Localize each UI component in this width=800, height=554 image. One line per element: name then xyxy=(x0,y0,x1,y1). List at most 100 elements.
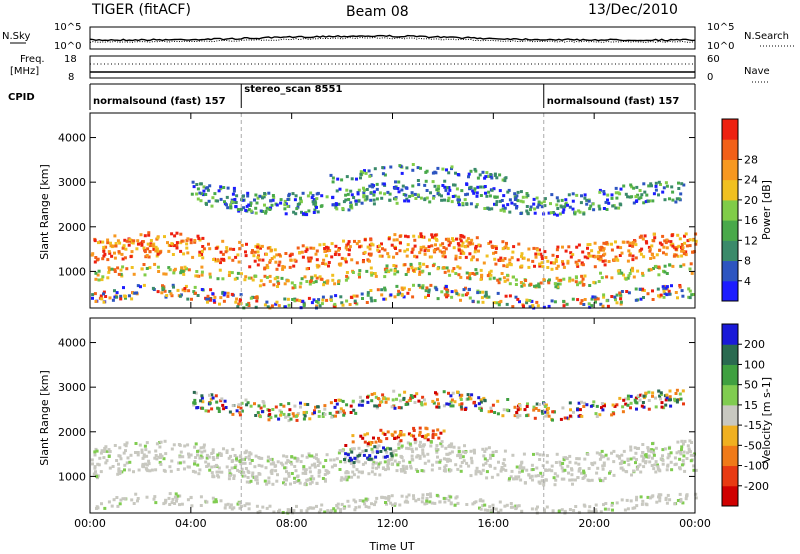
range-cell xyxy=(478,290,482,294)
range-cell xyxy=(635,467,639,471)
range-cell xyxy=(539,281,543,285)
range-cell xyxy=(381,247,384,251)
range-cell xyxy=(594,510,598,514)
range-cell xyxy=(480,296,484,300)
range-cell xyxy=(403,470,407,474)
range-cell xyxy=(345,274,349,278)
range-cell xyxy=(405,166,409,170)
range-cell xyxy=(418,265,422,269)
range-cell xyxy=(210,393,214,397)
range-cell xyxy=(169,469,173,473)
range-cell xyxy=(223,200,226,204)
range-cell xyxy=(234,255,238,259)
range-cell xyxy=(562,458,566,462)
range-cell xyxy=(335,457,339,461)
range-cell xyxy=(425,499,429,503)
range-cell xyxy=(249,452,253,456)
range-cell xyxy=(296,202,300,206)
range-cell xyxy=(482,463,485,467)
range-cell xyxy=(453,503,457,507)
range-cell xyxy=(259,406,263,410)
range-cell xyxy=(175,246,179,250)
range-cell xyxy=(399,430,402,434)
range-cell xyxy=(405,465,409,469)
range-cell xyxy=(447,468,451,472)
range-cell xyxy=(243,278,247,282)
range-cell xyxy=(434,171,438,175)
range-cell xyxy=(202,185,206,189)
range-cell xyxy=(500,466,504,469)
range-cell xyxy=(499,208,503,212)
range-cell xyxy=(186,237,190,241)
range-cell xyxy=(367,169,371,173)
range-cell xyxy=(663,239,667,243)
range-cell xyxy=(442,429,446,433)
range-cell xyxy=(665,501,669,505)
range-cell xyxy=(108,466,112,470)
range-cell xyxy=(282,481,285,485)
range-cell xyxy=(439,243,443,247)
range-cell xyxy=(422,469,426,473)
range-cell xyxy=(254,414,258,417)
range-cell xyxy=(497,303,501,307)
range-cell xyxy=(548,278,551,282)
range-cell xyxy=(562,208,566,212)
range-cell xyxy=(679,452,683,456)
range-cell xyxy=(172,244,176,248)
range-cell xyxy=(211,474,215,478)
range-cell xyxy=(497,460,500,464)
range-cell xyxy=(359,434,363,438)
range-cell xyxy=(309,280,312,284)
range-cell xyxy=(499,256,503,260)
range-cell xyxy=(193,445,197,449)
range-cell xyxy=(444,285,448,288)
range-cell xyxy=(129,453,133,457)
range-cell xyxy=(383,432,387,436)
range-cell xyxy=(409,464,413,468)
range-cell xyxy=(352,473,356,477)
range-cell xyxy=(301,244,305,248)
range-cell xyxy=(522,283,526,287)
power-plot-frame xyxy=(89,112,696,309)
range-cell xyxy=(679,192,683,196)
range-cell xyxy=(206,294,210,298)
range-cell xyxy=(268,260,272,264)
range-cell xyxy=(352,463,356,467)
range-cell xyxy=(186,465,190,469)
range-cell xyxy=(577,209,581,213)
range-cell xyxy=(394,264,398,268)
range-cell xyxy=(354,202,358,206)
range-cell xyxy=(401,459,405,463)
range-cell xyxy=(322,258,326,262)
range-cell xyxy=(352,461,356,464)
range-cell xyxy=(360,471,364,475)
range-cell xyxy=(353,456,357,460)
range-cell xyxy=(193,240,197,244)
range-cell xyxy=(341,449,345,453)
range-cell xyxy=(260,410,264,414)
range-cell xyxy=(448,241,452,245)
range-cell xyxy=(104,445,108,449)
range-cell xyxy=(321,298,325,302)
range-cell xyxy=(240,243,244,247)
range-cell xyxy=(438,249,442,253)
range-cell xyxy=(459,453,463,457)
colorbar-segment xyxy=(722,240,738,262)
range-cell xyxy=(602,461,606,465)
range-cell xyxy=(667,446,671,450)
range-cell xyxy=(565,457,569,461)
range-cell xyxy=(389,165,393,169)
colorbar-segment xyxy=(722,364,738,386)
cpid-segment-label: normalsound (fast) 157 xyxy=(547,96,680,107)
range-cell xyxy=(361,462,365,466)
range-cell xyxy=(313,208,317,212)
range-cell xyxy=(212,500,216,504)
range-cell xyxy=(293,299,297,303)
range-cell xyxy=(454,289,458,293)
range-cell xyxy=(587,254,591,258)
range-cell xyxy=(664,241,668,245)
range-cell xyxy=(393,186,397,190)
range-cell xyxy=(484,175,488,179)
range-cell xyxy=(101,240,105,244)
range-cell xyxy=(592,280,596,284)
